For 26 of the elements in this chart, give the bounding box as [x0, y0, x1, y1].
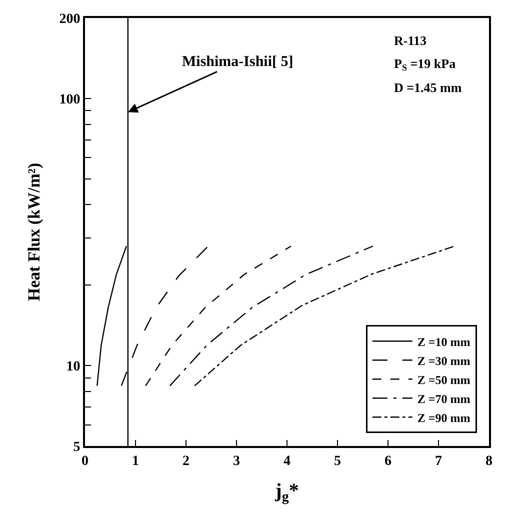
ref-line-label: Mishima-Ishii[ 5]	[182, 54, 294, 70]
x-tick-label: 0	[82, 454, 88, 469]
y-tick-label: 200	[59, 12, 80, 27]
y-tick-label: 100	[59, 92, 80, 108]
annotation: P$_{S}$ =19 kPa	[394, 56, 456, 73]
line-series	[169, 246, 374, 386]
x-axis-title: j$_{g}$*	[274, 480, 299, 505]
legend-label: Z =90 mm	[417, 410, 470, 425]
x-tick-label: 3	[233, 454, 240, 469]
x-tick-label: 5	[334, 454, 341, 469]
legend-label: Z =50 mm	[417, 372, 470, 387]
x-tick-label: 4	[284, 454, 290, 469]
x-tick-label: 2	[182, 454, 190, 469]
y-tick-label: 10	[66, 359, 80, 374]
line-series	[145, 246, 292, 386]
y-axis-title: Heat Flux (kW/m²)	[24, 162, 44, 302]
legend-label: Z =10 mm	[417, 334, 470, 349]
x-tick-label: 6	[384, 454, 392, 469]
x-tick-label: 8	[486, 454, 492, 469]
x-tick-label: 1	[132, 454, 139, 469]
annotation: D =1.45 mm	[394, 80, 462, 95]
legend-label: Z =70 mm	[417, 392, 470, 406]
legend-label: Z =30 mm	[417, 354, 470, 368]
y-tick-label: 5	[73, 440, 80, 455]
x-tick-label: 7	[435, 454, 442, 469]
annotation: R-113	[394, 33, 427, 48]
